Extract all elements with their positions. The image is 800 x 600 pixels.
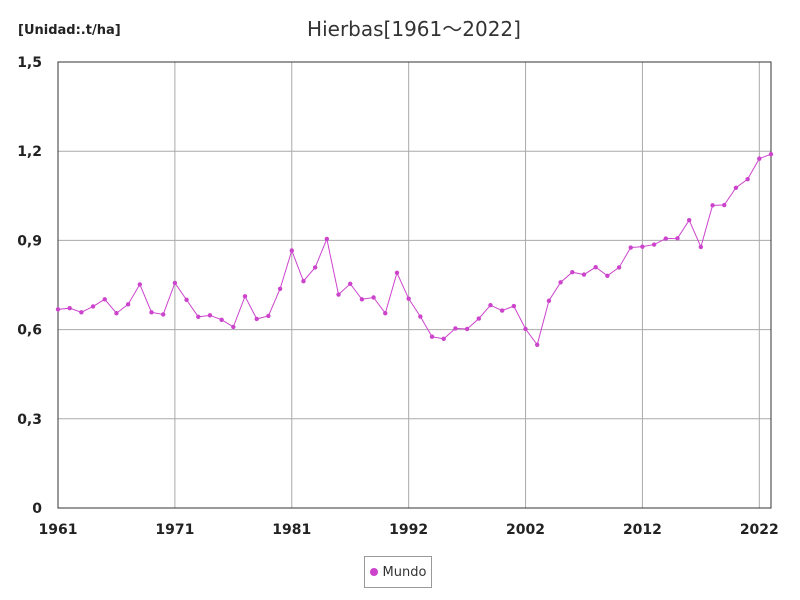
data-point <box>757 156 762 161</box>
data-point <box>406 296 411 301</box>
data-point <box>581 272 587 277</box>
data-point <box>616 265 622 270</box>
y-tick-label: 0 <box>32 501 42 517</box>
data-point <box>336 292 341 297</box>
data-point <box>476 316 481 321</box>
data-point <box>441 336 446 342</box>
unit-label: [Unidad:.t/ha] <box>18 23 121 38</box>
y-tick-label: 0,9 <box>17 233 42 249</box>
data-point <box>219 317 224 322</box>
data-point <box>55 307 61 312</box>
y-tick-label: 0,6 <box>17 323 42 339</box>
data-point <box>196 314 201 320</box>
data-point <box>383 311 388 316</box>
data-point <box>149 310 154 315</box>
data-point <box>698 244 704 250</box>
data-point <box>640 244 645 249</box>
data-point <box>429 334 435 339</box>
data-point <box>570 270 575 275</box>
data-point <box>102 297 107 302</box>
data-point <box>722 202 727 208</box>
series-line <box>57 153 772 346</box>
data-point <box>488 303 493 308</box>
data-point <box>651 242 657 247</box>
grid <box>57 61 771 509</box>
x-tick-label: 2012 <box>623 522 662 538</box>
data-point <box>160 312 166 317</box>
data-point <box>301 278 306 284</box>
plot-area <box>57 61 772 509</box>
data-point <box>172 280 178 286</box>
series-mundo <box>55 151 774 347</box>
data-point <box>418 314 423 319</box>
data-point <box>768 151 774 157</box>
data-point <box>686 217 692 223</box>
data-point <box>254 316 259 322</box>
data-point <box>546 298 552 303</box>
x-axis-ticks: 1961 1971 1981 1992 2002 2012 2022 <box>39 522 779 538</box>
data-point <box>663 236 669 241</box>
data-point <box>67 305 72 311</box>
data-point <box>605 273 610 278</box>
data-point <box>464 326 470 332</box>
data-point <box>79 310 84 315</box>
data-point <box>231 324 236 330</box>
data-point <box>289 248 294 253</box>
data-point <box>710 203 715 208</box>
data-point <box>137 282 143 287</box>
data-point <box>242 294 248 299</box>
legend-marker-icon <box>369 568 378 576</box>
data-point <box>733 185 739 190</box>
data-point <box>312 265 318 270</box>
data-point <box>499 308 505 313</box>
data-point <box>348 281 353 287</box>
data-point <box>207 313 213 318</box>
legend-label-mundo: Mundo <box>382 564 427 580</box>
data-point <box>125 302 131 307</box>
y-tick-label: 1,5 <box>17 55 42 71</box>
y-tick-label: 0,3 <box>17 412 42 428</box>
x-tick-label: 1981 <box>272 522 311 538</box>
x-tick-label: 2022 <box>740 522 779 538</box>
data-point <box>593 264 598 270</box>
data-point <box>371 295 376 300</box>
x-tick-label: 2002 <box>506 522 545 538</box>
data-point <box>558 280 563 285</box>
data-point <box>266 313 271 319</box>
data-point <box>324 236 330 242</box>
data-point <box>359 297 365 302</box>
legend: Mundo <box>364 556 432 588</box>
data-point <box>675 236 680 241</box>
chart-title: Hierbas[1961～2022] <box>307 17 521 41</box>
data-point <box>745 176 750 182</box>
data-point <box>184 297 189 303</box>
data-point <box>277 286 283 292</box>
data-point <box>523 326 528 332</box>
y-tick-label: 1,2 <box>17 144 42 160</box>
x-tick-label: 1971 <box>155 522 194 538</box>
data-point <box>90 304 96 309</box>
x-tick-label: 1961 <box>39 522 78 538</box>
data-point <box>114 311 119 316</box>
data-point <box>535 342 540 347</box>
data-point <box>628 245 633 250</box>
data-point <box>453 326 458 331</box>
x-tick-label: 1992 <box>389 522 428 538</box>
data-point <box>511 303 517 309</box>
data-point <box>394 270 400 276</box>
y-axis-ticks: 0 0,3 0,6 0,9 1,2 1,5 <box>17 55 42 517</box>
